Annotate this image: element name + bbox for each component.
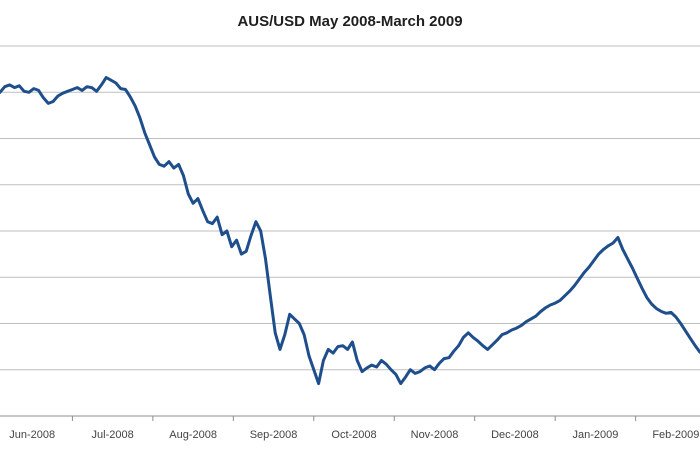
x-tick-label: Jun-2008 [9, 429, 55, 441]
series-layer [0, 76, 700, 386]
chart-title: AUS/USD May 2008-March 2009 [237, 13, 462, 30]
x-tick-label: Oct-2008 [331, 429, 376, 441]
x-tick-label: Feb-2009 [652, 429, 699, 441]
x-axis-tick-labels: Jun-2008 Jul-2008 Aug-2008 Sep-2008 Oct-2008… [9, 429, 699, 441]
x-tick-label: Dec-2008 [491, 429, 539, 441]
x-tick-label: Jan-2009 [572, 429, 618, 441]
x-tick-label: Nov-2008 [411, 429, 459, 441]
x-tick-label: Jul-2008 [92, 429, 134, 441]
x-tick-label: Aug-2008 [169, 429, 217, 441]
series-line [0, 76, 700, 386]
gridlines [0, 45, 700, 371]
x-tick-label: Sep-2008 [250, 429, 298, 441]
x-axis [0, 415, 700, 421]
